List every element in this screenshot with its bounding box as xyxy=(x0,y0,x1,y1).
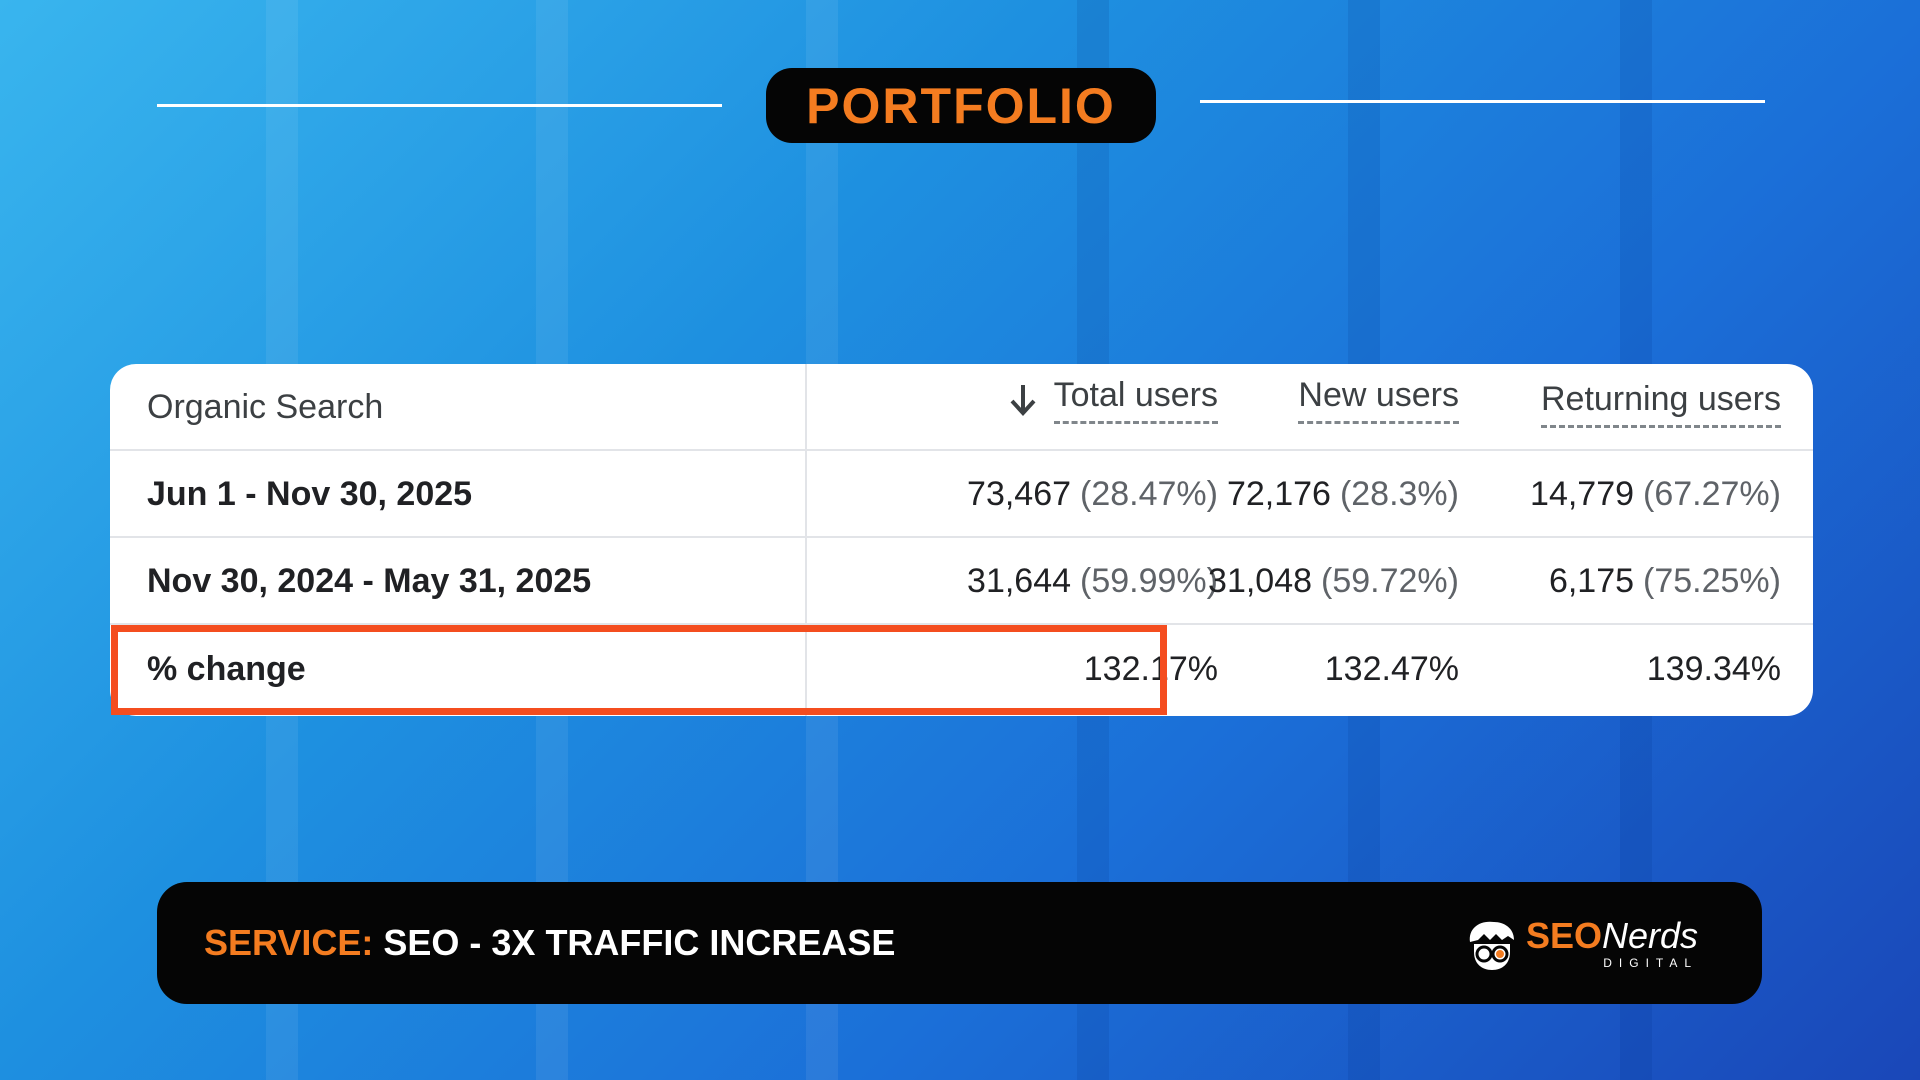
analytics-table: Organic Search Total users New users Ret… xyxy=(110,364,1813,716)
cell-percent: (28.3%) xyxy=(1339,475,1459,513)
table-row: Jun 1 - Nov 30, 2025 73,467 (28.47%) 72,1… xyxy=(110,451,1813,538)
cell-percent: (28.47%) xyxy=(1080,475,1218,513)
dimension-header: Organic Search xyxy=(147,388,384,426)
change-row: % change 132.17% 132.47% 139.34% xyxy=(110,626,1813,713)
row-label: % change xyxy=(147,650,306,688)
table-row: Nov 30, 2024 - May 31, 2025 31,644 (59.99… xyxy=(110,538,1813,625)
total-users-cell: 31,644 (59.99%) xyxy=(967,538,1218,625)
logo-subtitle: DIGITAL xyxy=(1603,956,1699,970)
cell-value: 73,467 xyxy=(967,475,1072,513)
cell-value: 6,175 xyxy=(1548,562,1635,600)
header-line-left xyxy=(157,104,722,107)
column-header-label: Returning users xyxy=(1540,380,1781,428)
column-header-total-users[interactable]: Total users xyxy=(1008,364,1218,443)
logo-word-seo: SEO xyxy=(1526,915,1603,956)
returning-users-cell: 14,779 (67.27%) xyxy=(1530,451,1781,538)
service-text: SERVICE: SEO - 3X TRAFFIC INCREASE xyxy=(204,882,895,1004)
column-header-new-users[interactable]: New users xyxy=(1298,364,1459,443)
nerd-face-icon xyxy=(1469,921,1514,970)
row-label: Jun 1 - Nov 30, 2025 xyxy=(147,475,473,513)
total-users-change: 132.17% xyxy=(1083,650,1218,688)
cell-value: 72,176 xyxy=(1226,475,1331,513)
table-header-row: Organic Search Total users New users Ret… xyxy=(110,364,1813,451)
header-line-right xyxy=(1200,100,1765,103)
logo-wordmark: SEONerds DIGITAL xyxy=(1526,915,1699,971)
service-label: SERVICE: xyxy=(204,922,374,963)
cell-value: 31,644 xyxy=(967,562,1072,600)
page-title: PORTFOLIO xyxy=(766,68,1156,143)
column-header-label: New users xyxy=(1298,376,1459,424)
service-value: SEO - 3X TRAFFIC INCREASE xyxy=(383,922,896,963)
new-users-change: 132.47% xyxy=(1324,650,1459,688)
cell-percent: (59.72%) xyxy=(1321,562,1459,600)
cell-percent: (67.27%) xyxy=(1643,475,1781,513)
new-users-cell: 31,048 (59.72%) xyxy=(1208,538,1459,625)
cell-value: 31,048 xyxy=(1208,562,1313,600)
returning-users-change: 139.34% xyxy=(1646,650,1781,688)
cell-value: 14,779 xyxy=(1530,475,1635,513)
total-users-cell: 73,467 (28.47%) xyxy=(967,451,1218,538)
column-header-label: Total users xyxy=(1053,376,1218,424)
column-header-returning-users[interactable]: Returning users xyxy=(1540,364,1781,447)
brand-logo: SEONerds DIGITAL xyxy=(1464,916,1698,972)
cell-percent: (75.25%) xyxy=(1643,562,1781,600)
arrow-down-icon xyxy=(1010,384,1036,416)
column-divider xyxy=(805,364,807,716)
cell-percent: (59.99%) xyxy=(1080,562,1218,600)
logo-word-nerds: Nerds xyxy=(1602,915,1699,956)
service-bar: SERVICE: SEO - 3X TRAFFIC INCREASE SEONe… xyxy=(157,882,1762,1004)
returning-users-cell: 6,175 (75.25%) xyxy=(1549,538,1781,625)
row-label: Nov 30, 2024 - May 31, 2025 xyxy=(147,562,592,600)
new-users-cell: 72,176 (28.3%) xyxy=(1227,451,1459,538)
